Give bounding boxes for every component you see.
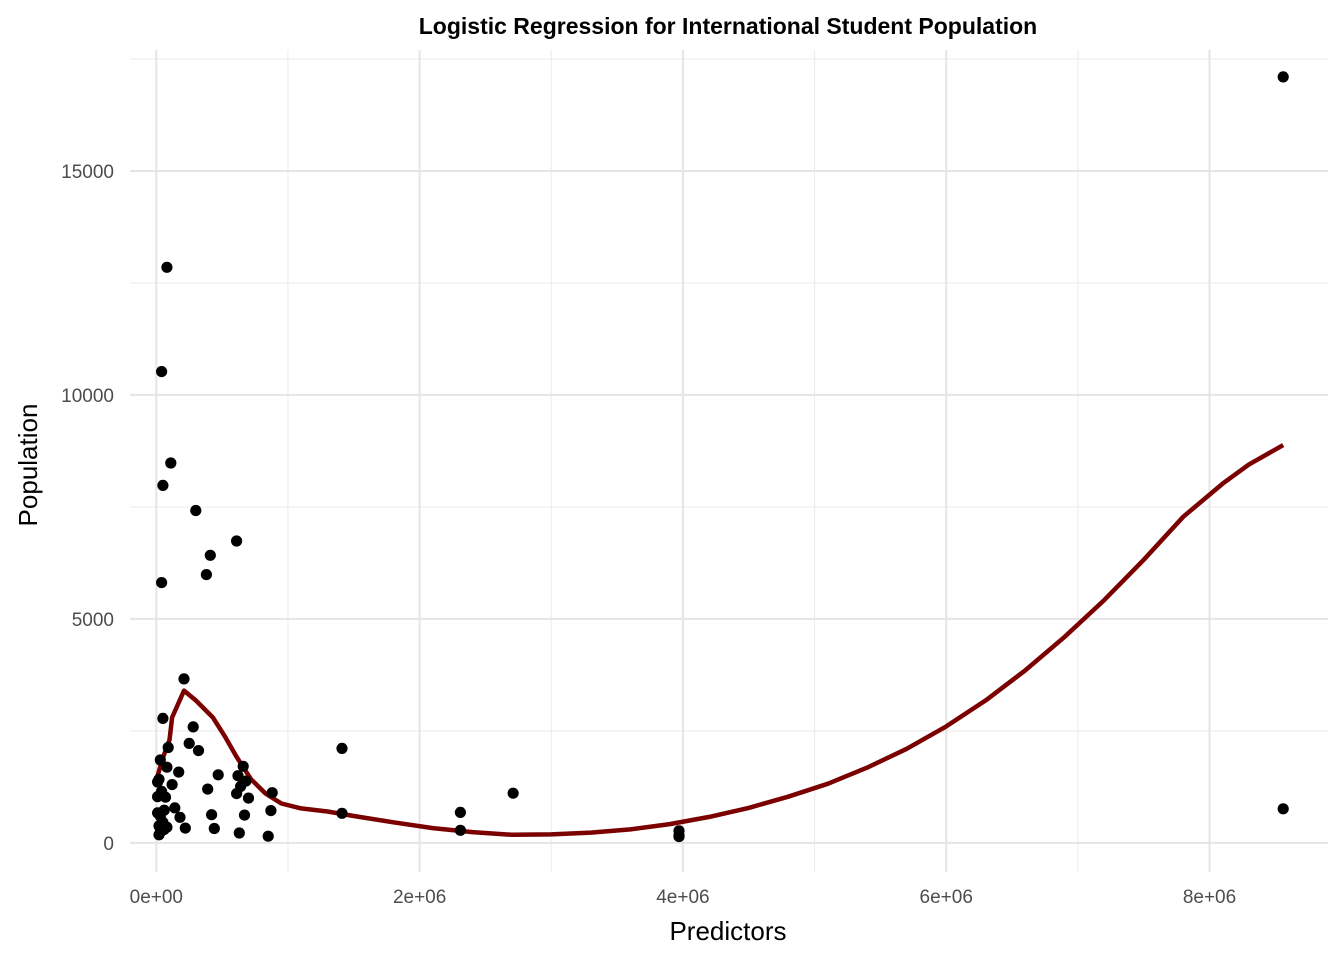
data-point — [161, 261, 173, 273]
data-point — [192, 745, 205, 757]
x-tick-label: 2e+06 — [393, 887, 446, 908]
data-point — [265, 805, 277, 817]
data-point — [174, 811, 186, 823]
data-point — [202, 783, 214, 795]
data-point — [159, 791, 172, 803]
data-point — [266, 787, 278, 799]
y-axis-title: Population — [13, 404, 43, 527]
data-point — [1277, 803, 1289, 815]
data-point — [154, 754, 166, 766]
y-tick-label: 0 — [103, 834, 114, 855]
data-point — [157, 712, 169, 725]
data-point — [208, 822, 220, 835]
x-tick-label: 4e+06 — [656, 887, 709, 908]
data-point — [165, 457, 177, 469]
data-point — [178, 673, 190, 685]
data-point — [204, 549, 216, 561]
data-points — [152, 71, 1289, 843]
data-point — [454, 806, 466, 819]
data-point — [200, 569, 212, 581]
data-point — [156, 577, 168, 589]
data-point — [507, 787, 519, 799]
data-point — [232, 770, 244, 782]
data-point — [1277, 71, 1289, 83]
data-point — [262, 830, 274, 842]
x-tick-label: 6e+06 — [920, 887, 973, 908]
data-point — [161, 761, 173, 773]
x-axis-title: Predictors — [669, 916, 786, 946]
data-point — [336, 742, 348, 755]
y-tick-labels: 0 5000 10000 15000 — [61, 162, 114, 855]
data-point — [231, 535, 243, 547]
data-point — [187, 721, 199, 733]
data-point — [156, 366, 168, 378]
data-point — [336, 807, 348, 819]
data-point — [233, 827, 245, 839]
data-point — [673, 831, 685, 843]
data-point — [238, 809, 251, 821]
data-point — [153, 829, 165, 841]
data-point — [206, 809, 218, 821]
data-point — [183, 737, 195, 750]
data-point — [173, 766, 185, 778]
data-point — [231, 788, 243, 800]
fit-line — [154, 443, 1285, 838]
fit-line-group — [154, 443, 1285, 838]
x-tick-label: 0e+00 — [130, 887, 183, 908]
chart-title: Logistic Regression for International St… — [419, 13, 1037, 39]
data-point — [242, 792, 255, 804]
data-point — [190, 504, 202, 517]
data-point — [179, 822, 191, 834]
data-point — [166, 779, 178, 791]
grid — [130, 50, 1328, 872]
data-point — [169, 802, 181, 814]
data-point — [162, 741, 174, 754]
y-tick-label: 5000 — [72, 610, 114, 631]
data-point — [454, 824, 466, 836]
x-tick-label: 8e+06 — [1183, 887, 1236, 908]
data-point — [157, 479, 169, 491]
y-tick-label: 15000 — [61, 162, 114, 183]
data-point — [152, 776, 164, 788]
x-tick-labels: 0e+00 2e+06 4e+06 6e+06 8e+06 — [130, 887, 1237, 908]
y-tick-label: 10000 — [61, 386, 114, 407]
data-point — [212, 769, 224, 781]
data-point — [237, 760, 249, 772]
